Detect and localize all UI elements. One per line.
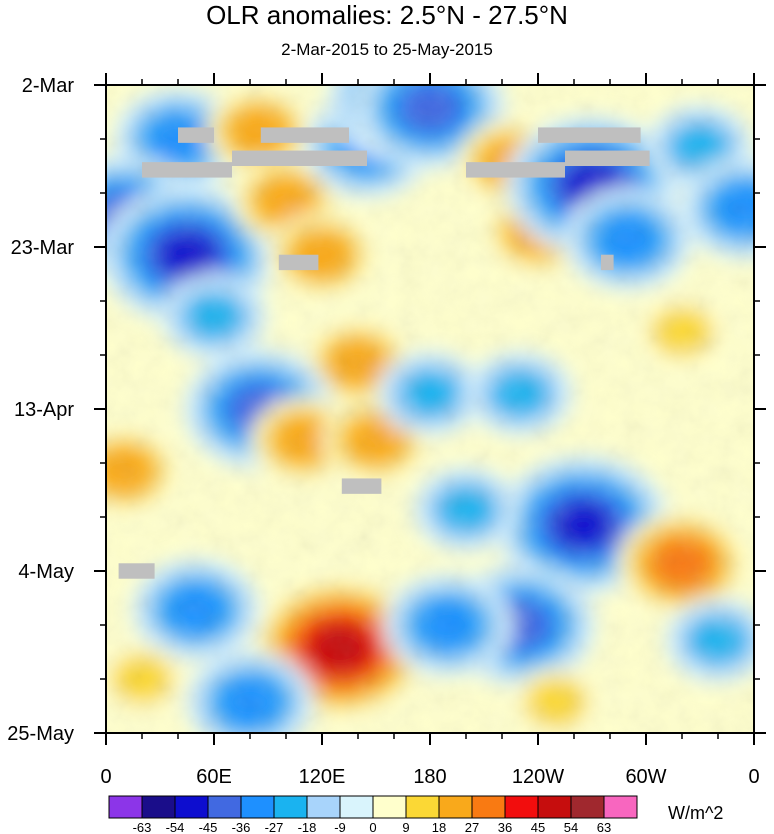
missing-region-7 (278, 254, 319, 271)
x-axis: 0 60E 120E 180 120W 60W 0 (100, 73, 760, 788)
colorbar-label: 45 (531, 820, 545, 834)
colorbar-swatch (405, 795, 440, 819)
colorbar-label: -54 (166, 820, 185, 834)
missing-region-10 (118, 563, 155, 579)
colorbar-swatch (306, 795, 341, 819)
y-tick-label: 4-May (18, 561, 74, 583)
missing-region-2 (142, 162, 232, 178)
x-tick-label: 180 (413, 766, 446, 788)
y-tick-label: 25-May (7, 723, 74, 745)
colorbar-swatch (372, 795, 407, 819)
missing-region-0 (178, 127, 214, 143)
y-tick-label: 23-Mar (11, 237, 75, 259)
x-tick-label: 120E (299, 766, 346, 788)
colorbar-label: 27 (465, 820, 479, 834)
missing-data-regions (118, 127, 650, 579)
colorbar-swatch (438, 795, 473, 819)
colorbar-swatch (141, 795, 176, 819)
y-tick-label: 13-Apr (14, 399, 74, 421)
colorbar-swatch (240, 795, 275, 819)
chart-title: OLR anomalies: 2.5°N - 27.5°N (206, 0, 568, 30)
chart-subtitle: 2-Mar-2015 to 25-May-2015 (281, 40, 493, 59)
colorbar-label: 36 (498, 820, 512, 834)
x-tick-label: 0 (100, 766, 111, 788)
missing-region-4 (538, 127, 641, 143)
missing-region-8 (601, 254, 614, 271)
colorbar-label: -63 (133, 820, 152, 834)
y-tick-label: 2-Mar (22, 75, 75, 97)
colorbar-label: 63 (597, 820, 611, 834)
colorbar-units: W/m^2 (668, 803, 724, 823)
x-tick-label: 60E (196, 766, 232, 788)
colorbar-swatch (570, 795, 605, 819)
colorbar-label: -36 (232, 820, 251, 834)
colorbar-swatch (504, 795, 539, 819)
missing-region-3 (232, 150, 367, 166)
colorbar: -63 -54 -45 -36 -27 -18 -9 0 9 18 27 36 45 54 63 (108, 795, 638, 834)
colorbar-label: -18 (298, 820, 317, 834)
colorbar-label: 0 (369, 820, 376, 834)
missing-region-1 (260, 127, 349, 143)
x-tick-label: 60W (625, 766, 666, 788)
colorbar-label: -9 (334, 820, 346, 834)
colorbar-label: 18 (432, 820, 446, 834)
y-axis: 2-Mar 23-Mar 13-Apr 4-May 25-May (7, 75, 766, 745)
colorbar-label: -27 (265, 820, 284, 834)
colorbar-swatch (339, 795, 374, 819)
colorbar-swatch (174, 795, 209, 819)
colorbar-swatch (273, 795, 308, 819)
colorbar-swatch (108, 795, 143, 819)
colorbar-label: 54 (564, 820, 578, 834)
x-tick-label: 120W (512, 766, 564, 788)
colorbar-swatch (207, 795, 242, 819)
missing-region-6 (565, 150, 650, 166)
colorbar-label: 9 (402, 820, 409, 834)
colorbar-label: -45 (199, 820, 218, 834)
heatmap-field (106, 85, 754, 733)
colorbar-swatch (603, 795, 638, 819)
missing-region-9 (341, 478, 382, 494)
missing-region-5 (466, 162, 565, 178)
colorbar-swatch (537, 795, 572, 819)
x-tick-label: 0 (748, 766, 759, 788)
field-texture (106, 85, 754, 733)
colorbar-swatch (471, 795, 506, 819)
